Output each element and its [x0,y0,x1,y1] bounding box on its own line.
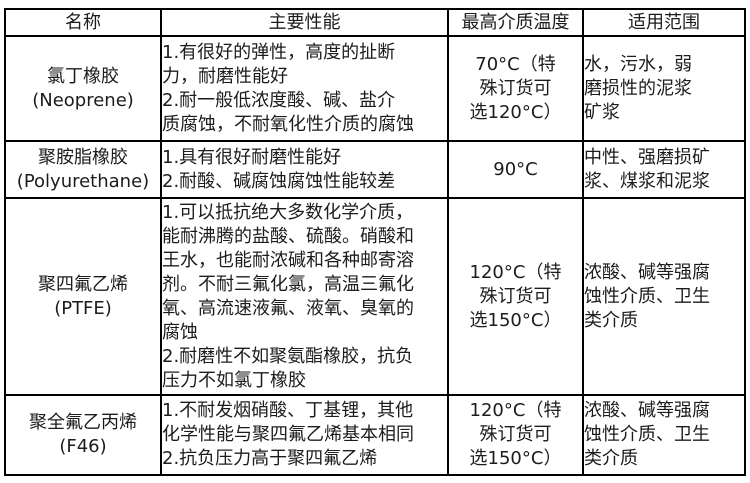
application-cell: 中性、强磨损矿 浆、煤浆和泥浆 [582,140,746,199]
performance-cell: 1.不耐发烟硝酸、丁基锂，其他 化学性能与聚四氟乙烯基本相同 2.抗负压力高于聚… [160,394,449,476]
header-row: 名称 主要性能 最高介质温度 适用范围 [4,8,746,37]
header-max-temperature: 最高介质温度 [447,8,584,37]
table-row-polyurethane: 聚胺脂橡胶 (Polyurethane) 1.具有很好耐磨性能好 2.耐酸、碱腐… [4,140,746,199]
max-temperature-cell: 90°C [447,140,584,199]
material-name-cell: 聚胺脂橡胶 (Polyurethane) [4,140,162,199]
material-name-cell: 聚四氟乙烯 (PTFE) [4,197,162,396]
table-row-ptfe: 聚四氟乙烯 (PTFE) 1.可以抵抗绝大多数化学介质， 能耐沸腾的盐酸、硫酸。… [4,197,746,396]
max-temperature-cell: 120°C（特 殊订货可 选150°C） [447,197,584,396]
header-application: 适用范围 [582,8,746,37]
performance-cell: 1.可以抵抗绝大多数化学介质， 能耐沸腾的盐酸、硫酸。硝酸和 王水，也能耐浓碱和… [160,197,449,396]
application-cell: 浓酸、碱等强腐 蚀性介质、卫生 类介质 [582,197,746,396]
header-name: 名称 [4,8,162,37]
performance-cell: 1.有很好的弹性，高度的扯断 力，耐磨性能好 2.耐一般低浓度酸、碱、盐介 质腐… [160,35,449,142]
material-lining-table: 名称 主要性能 最高介质温度 适用范围 氯丁橡胶 (Neoprene) 1.有很… [4,8,746,476]
application-cell: 水，污水，弱 磨损性的泥浆 矿浆 [582,35,746,142]
table-row-neoprene: 氯丁橡胶 (Neoprene) 1.有很好的弹性，高度的扯断 力，耐磨性能好 2… [4,35,746,142]
material-name-cell: 聚全氟乙丙烯 (F46) [4,394,162,476]
header-performance: 主要性能 [160,8,449,37]
material-name-cell: 氯丁橡胶 (Neoprene) [4,35,162,142]
max-temperature-cell: 70°C（特 殊订货可 选120°C） [447,35,584,142]
max-temperature-cell: 120°C（特 殊订货可 选150°C） [447,394,584,476]
application-cell: 浓酸、碱等强腐 蚀性介质、卫生 类介质 [582,394,746,476]
performance-cell: 1.具有很好耐磨性能好 2.耐酸、碱腐蚀腐蚀性能较差 [160,140,449,199]
table-row-f46: 聚全氟乙丙烯 (F46) 1.不耐发烟硝酸、丁基锂，其他 化学性能与聚四氟乙烯基… [4,394,746,476]
